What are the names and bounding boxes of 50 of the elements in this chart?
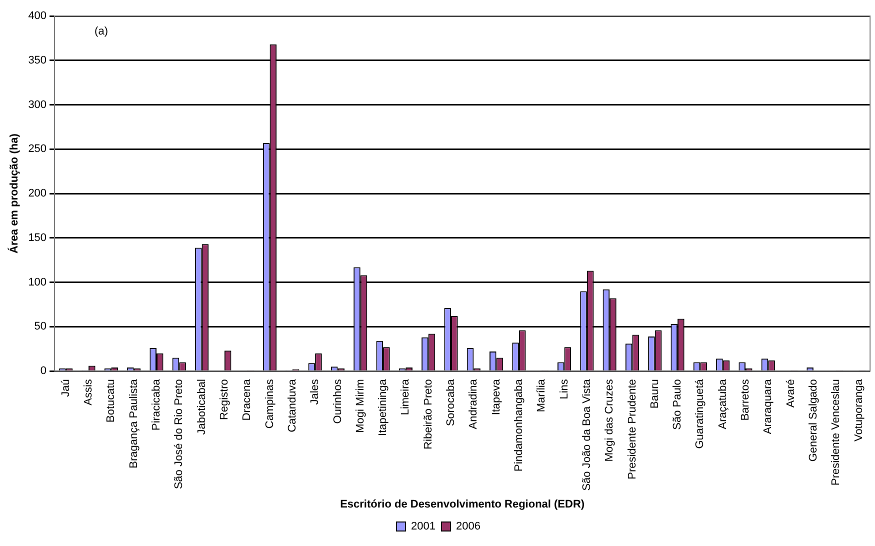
x-tick-label: Mogi das Cruzes [604, 378, 616, 462]
x-tick-label: Pindamonhangaba [512, 378, 525, 472]
y-tick-label: 0 [40, 365, 47, 378]
annotation: (a) [94, 26, 108, 38]
x-tick-label: Araraquara [762, 378, 774, 434]
y-tick-label: 50 [34, 320, 47, 333]
x-tick-label: Piracicaba [150, 378, 163, 430]
y-tick-label: 350 [28, 54, 47, 66]
x-tick-label: Bragança Paulista [128, 378, 140, 468]
x-tick-label: Votuporanga [852, 378, 865, 442]
x-tick-label: Guaratinguetá [694, 378, 706, 449]
y-tick-label: 400 [28, 10, 47, 22]
x-tick-label: Campinas [264, 378, 276, 429]
x-tick-label: General Salgado [807, 379, 820, 462]
x-tick-label: Lins [558, 378, 570, 400]
x-tick-label: Ourinhos [332, 378, 344, 424]
legend-label: 2001 [411, 520, 436, 533]
y-tick-label: 150 [28, 232, 47, 244]
x-tick-label: Araçatuba [716, 378, 729, 430]
x-tick-label: Dracena [241, 378, 254, 421]
x-tick-label: São José do Rio Preto [173, 379, 186, 490]
x-tick-label: Jaboticabal [196, 379, 208, 435]
x-tick-label: Jaú [60, 379, 72, 397]
x-tick-label: Andradina [468, 378, 480, 430]
x-tick-label: Itapetininga [377, 378, 390, 436]
y-tick-label: 200 [28, 188, 47, 200]
x-tick-label: Assis [82, 378, 95, 406]
x-tick-label: São João da Boa Vista [580, 378, 593, 491]
y-tick-label: 100 [28, 276, 47, 288]
x-tick-label: Sorocaba [445, 378, 458, 426]
x-tick-label: Botucatu [105, 379, 118, 423]
x-tick-label: Barretos [740, 378, 752, 421]
y-axis-title: Área em produção (ha) [8, 133, 21, 254]
x-tick-label: Catanduva [286, 378, 298, 432]
x-tick-label: Itapeva [490, 378, 502, 416]
x-tick-label: Ribeirão Preto [422, 379, 434, 450]
x-tick-label: Presidente Venceslau [830, 379, 842, 486]
x-tick-label: Limeira [400, 378, 412, 416]
x-tick-label: Mogi Mirim [354, 379, 366, 433]
y-tick-label: 300 [28, 98, 47, 111]
legend-label: 2006 [456, 520, 480, 533]
x-tick-label: Registro [218, 379, 230, 420]
x-tick-label: São Paulo [672, 379, 684, 430]
x-axis-title: Escritório de Desenvolvimento Regional (EDR) [340, 498, 585, 510]
x-tick-label: Jales [309, 378, 322, 405]
y-tick-label: 250 [28, 143, 47, 156]
x-tick-label: Bauru [648, 379, 661, 408]
x-tick-label: Marília [536, 378, 548, 412]
x-tick-label: Avaré [784, 379, 797, 408]
x-tick-label: Presidente Prudente [626, 379, 638, 480]
